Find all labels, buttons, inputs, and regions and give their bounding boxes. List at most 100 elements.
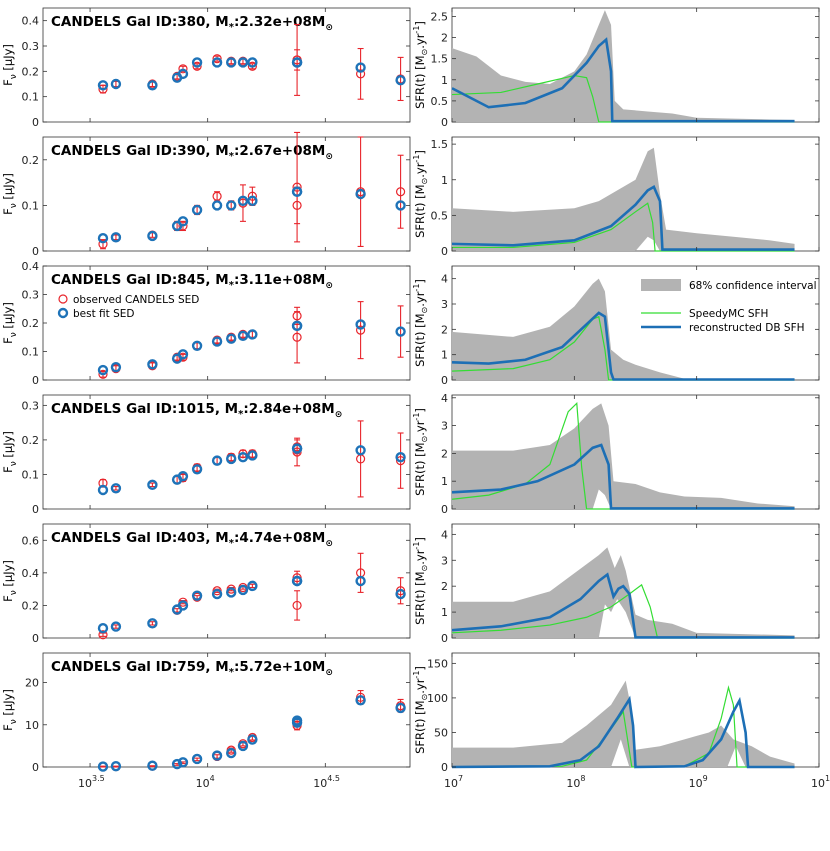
y-tick-label: 0.1 [22,91,40,104]
y-tick-label: 0 [441,374,448,387]
x-tick-label: 109 [689,774,708,790]
legend-bestfit-marker [57,307,69,319]
ylabel-rest: .yr [413,291,427,306]
title-sun: ⊙ [325,23,333,33]
y-tick-label: 1 [441,475,448,488]
y-tick-label: 150 [427,657,448,670]
ylabel-sub: ν [9,74,19,79]
y-tick-label: 0.3 [22,399,40,412]
y-tick-label: 0 [32,632,39,645]
bestfit-point [110,78,122,90]
ylabel-rest: .yr [413,678,427,693]
sfh-ylabel: SFR(t) [M⊙.yr-1] [412,279,429,367]
ylabel-rest: .yr [413,33,427,48]
bestfit-point [355,445,366,456]
y-tick-label: 0 [32,503,39,516]
sfh-ylabel-text: SFR(t) [M⊙.yr-1] [412,408,429,496]
title-value: :2.67e+08M [234,143,325,159]
title-value: :5.72e+10M [234,659,325,675]
tick-base: 10 [78,777,92,790]
bestfit-point [171,758,183,770]
y-tick-label: 4 [441,528,448,541]
sfh-ylabel: SFR(t) [M⊙.yr-1] [412,408,429,496]
bestfit-point [247,580,258,592]
observed-point [292,182,302,192]
bestfit-point [237,584,249,596]
ylabel-sun: ⊙ [420,436,429,443]
y-tick-label: 0 [441,632,448,645]
y-tick-label: 0 [32,116,39,129]
title-sub: * [229,280,235,291]
title-prefix: CANDELS Gal ID:390, M [51,143,229,159]
legend-reconstructed-label: reconstructed DB SFH [689,322,805,334]
y-tick-label: 1 [441,174,448,187]
y-tick-label: 50 [434,726,448,739]
bestfit-point [97,80,109,91]
legend-speedymc-label: SpeedyMC SFH [689,308,768,320]
x-tick-label: 107 [444,774,463,790]
bestfit-point [226,200,237,211]
bestfit-point [177,349,189,360]
sed-panel-3: 0 0.1 0.2 0.3 CANDELS Gal ID:1015, M*:2.84e+… [1,394,411,516]
title-prefix: CANDELS Gal ID:759, M [51,659,229,675]
title-prefix: CANDELS Gal ID:1015, M [51,401,238,417]
bestfit-point [395,326,406,337]
bestfit-point [147,359,158,370]
observed-point [292,332,302,342]
bestfit-point [247,57,258,68]
sed-ylabel-text: Fν [μJy] [1,173,19,215]
x-tick-label: 103.5 [78,774,105,790]
bestfit-point [177,600,189,611]
reconstructed-line [451,185,795,251]
bestfit-point [237,330,249,342]
bestfit-point [147,80,158,91]
ylabel-text: SFR(t) [M [413,700,427,753]
y-tick-label: 0.6 [22,534,40,547]
x-tick-label: 104.5 [313,774,340,790]
y-tick-label: 0.5 [431,95,449,108]
tick-base: 10 [811,777,825,790]
bestfit-point [177,216,189,227]
tick-exp: 9 [703,774,708,783]
bestfit-point [291,186,303,197]
sfh-ylabel: SFR(t) [M⊙.yr-1] [412,21,429,109]
sfh-ylabel-text: SFR(t) [M⊙.yr-1] [412,537,429,625]
tick-base: 10 [313,777,327,790]
bestfit-point [97,623,109,634]
title-sub: * [229,538,235,549]
observed-point [238,449,248,459]
reconstructed-line [451,37,795,123]
reconstructed-line [451,443,795,510]
title-sun: ⊙ [325,668,333,678]
ylabel-exp: -1 [412,671,421,679]
ylabel-text: SFR(t) [M [413,313,427,366]
bestfit-point [237,740,249,752]
ylabel-main: F [1,208,15,215]
confidence-band [452,547,795,638]
sed-panel-4: 0 0.2 0.4 0.6 CANDELS Gal ID:403, M*:4.74e+0… [1,523,411,645]
ylabel-text: SFR(t) [M [413,184,427,237]
y-tick-label: 0.2 [22,599,40,612]
y-tick-label: 0.2 [22,65,40,78]
y-tick-label: 4 [441,392,448,405]
y-tick-label: 0.4 [22,15,40,28]
observed-point [355,69,366,79]
title-prefix: CANDELS Gal ID:845, M [51,272,229,288]
y-tick-label: 0.2 [22,154,40,167]
panel-title: CANDELS Gal ID:1015, M*:2.84e+08M⊙ [51,401,342,420]
ylabel-rest: .yr [413,162,427,177]
bestfit-point [177,470,189,482]
ylabel-end: ] [413,21,427,26]
sed-axes-box [42,265,411,381]
bestfit-point [355,319,366,330]
title-sun: ⊙ [335,410,343,420]
y-tick-label: 0.1 [22,199,40,212]
tick-exp: 4 [210,774,215,783]
y-tick-label: 0 [441,503,448,516]
ylabel-exp: -1 [412,542,421,550]
y-tick-label: 0.2 [22,434,40,447]
sed-ylabel-text: Fν [μJy] [1,689,19,731]
tick-exp: 7 [458,774,463,783]
